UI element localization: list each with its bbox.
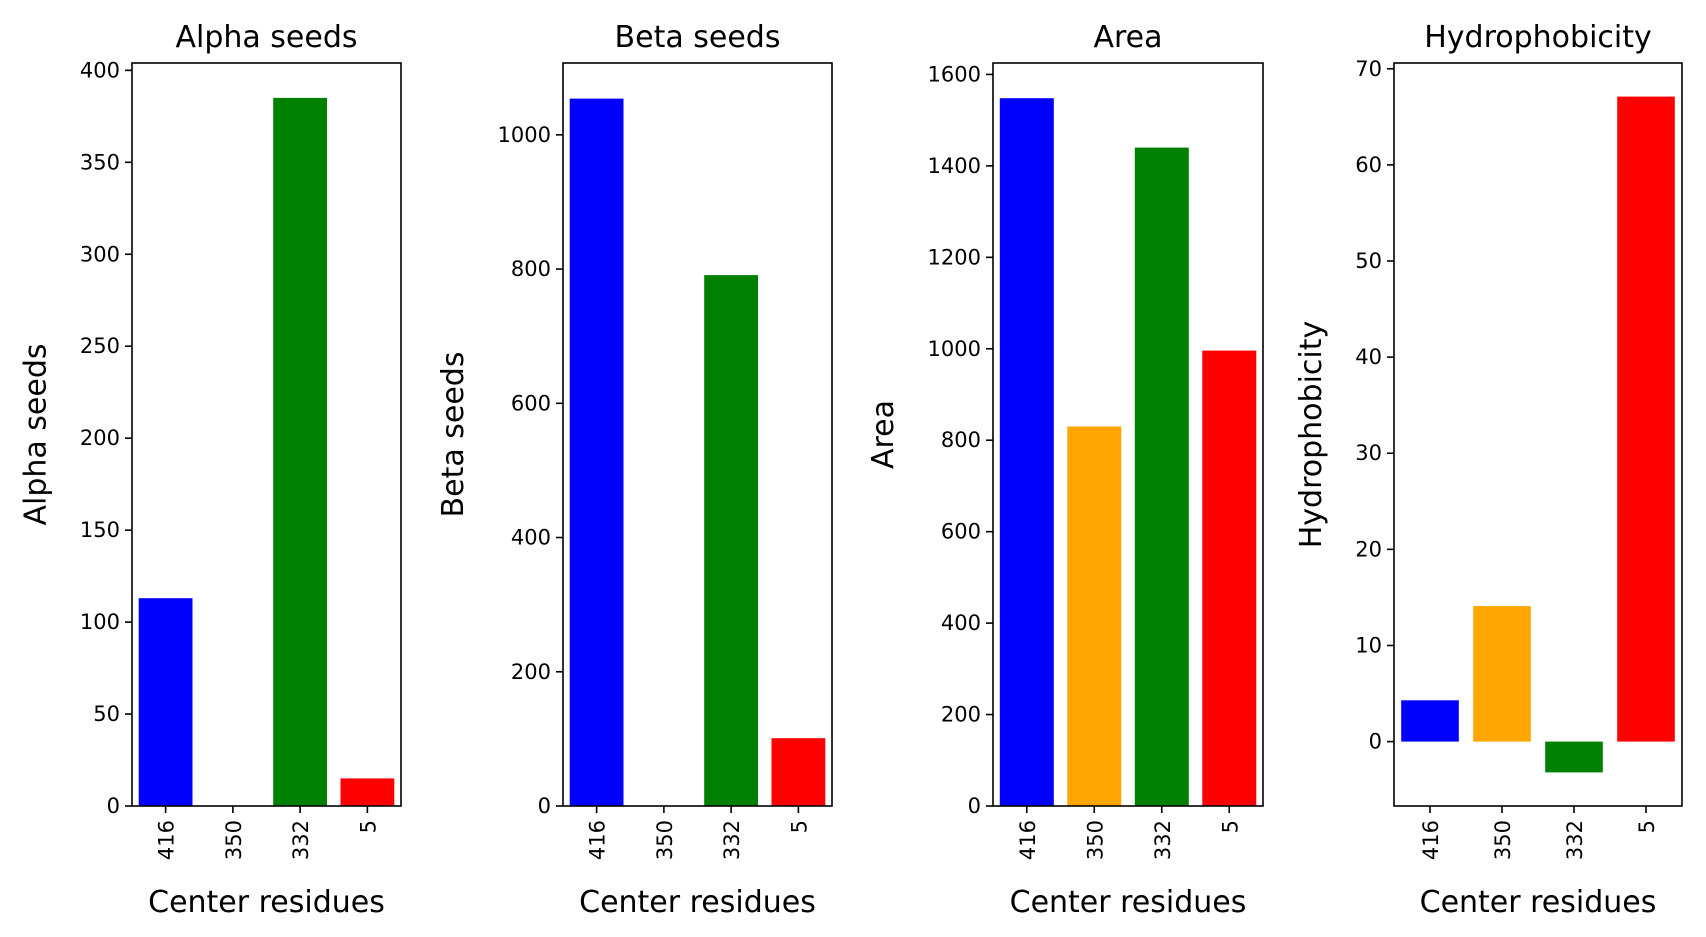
- x-tick-label: 350: [1491, 820, 1515, 860]
- y-tick-label: 600: [511, 391, 551, 415]
- x-tick-label: 416: [586, 820, 610, 860]
- x-axis-label: Center residues: [1420, 885, 1657, 920]
- x-tick-label: 5: [356, 820, 380, 833]
- y-tick-label: 1400: [928, 154, 981, 178]
- y-tick-label: 1000: [498, 123, 551, 147]
- x-tick-label: 416: [1016, 820, 1040, 860]
- plot-frame: [1393, 62, 1683, 807]
- x-tick-label: 350: [653, 820, 677, 860]
- bar-5: [340, 778, 395, 806]
- x-tick-label: 332: [720, 820, 744, 860]
- y-tick-label: 200: [941, 703, 981, 727]
- y-tick-label: 800: [511, 257, 551, 281]
- y-tick-label: 40: [1355, 345, 1382, 369]
- bar-416: [138, 598, 193, 806]
- x-tick-label: 332: [289, 820, 313, 860]
- y-axis-label: Alpha seeds: [19, 343, 54, 525]
- panel-alpha-seeds: 0 50 100 150 200 250 300 350 400 416 350 332 5 Alpha …: [19, 20, 402, 920]
- panel-area: 0 200 400 600 800 1000 1200 1400 1600 416 350 332 5 A…: [866, 20, 1264, 920]
- bar-332: [273, 97, 327, 806]
- y-tick-label: 50: [1355, 249, 1382, 273]
- y-tick-label: 400: [80, 58, 120, 82]
- panel-hydrophobicity: 0 10 20 30 40 50 60 70 416 350 332 5 Hydrophobicity C…: [1294, 20, 1683, 920]
- y-tick-label: 200: [511, 660, 551, 684]
- y-tick-label: 10: [1355, 633, 1382, 657]
- bar-332: [704, 275, 758, 807]
- y-tick-label: 250: [80, 334, 120, 358]
- plot-frame: [131, 62, 402, 807]
- y-tick-label: 400: [941, 611, 981, 635]
- panel-title: Area: [1093, 20, 1162, 55]
- x-tick-label: 332: [1151, 820, 1175, 860]
- bar-416: [999, 98, 1054, 806]
- y-tick-label: 30: [1355, 441, 1382, 465]
- bar-416: [569, 98, 624, 807]
- x-tick-label: 5: [787, 820, 811, 833]
- y-tick-label: 20: [1355, 537, 1382, 561]
- y-tick-label: 1000: [928, 337, 981, 361]
- bar-350: [1067, 426, 1122, 806]
- x-axis-label: Center residues: [579, 885, 816, 920]
- y-tick-label: 70: [1355, 57, 1382, 81]
- bar-416: [1401, 700, 1459, 742]
- y-tick-label: 0: [107, 794, 120, 818]
- x-axis-label: Center residues: [1010, 885, 1247, 920]
- bar-5: [1202, 350, 1257, 806]
- panel-beta-seeds: 0 200 400 600 800 1000 416 350 332 5 Beta seeds Cen…: [436, 20, 833, 920]
- y-tick-label: 800: [941, 428, 981, 452]
- y-tick-label: 100: [80, 610, 120, 634]
- bar-350: [1473, 606, 1531, 742]
- bar-5: [1617, 96, 1675, 742]
- y-tick-label: 350: [80, 150, 120, 174]
- x-tick-label: 350: [222, 820, 246, 860]
- x-tick-label: 350: [1083, 820, 1107, 860]
- y-tick-label: 300: [80, 242, 120, 266]
- bar-332: [1134, 147, 1189, 807]
- y-tick-label: 60: [1355, 153, 1382, 177]
- y-tick-label: 50: [93, 702, 120, 726]
- y-tick-label: 0: [968, 794, 981, 818]
- x-tick-label: 332: [1563, 820, 1587, 860]
- y-axis-label: Beta seeds: [436, 352, 471, 518]
- x-tick-label: 5: [1635, 820, 1659, 833]
- x-tick-label: 416: [1419, 820, 1443, 860]
- y-tick-label: 200: [80, 426, 120, 450]
- y-tick-label: 400: [511, 526, 551, 550]
- panel-title: Beta seeds: [615, 20, 781, 55]
- y-tick-label: 0: [538, 794, 551, 818]
- x-tick-label: 5: [1218, 820, 1242, 833]
- y-axis-label: Area: [866, 400, 901, 469]
- y-tick-label: 1600: [928, 62, 981, 86]
- bar-5: [771, 738, 826, 806]
- x-axis-label: Center residues: [148, 885, 385, 920]
- y-tick-label: 150: [80, 518, 120, 542]
- bar-332: [1545, 741, 1603, 773]
- plot-frame: [992, 62, 1264, 807]
- y-tick-label: 1200: [928, 245, 981, 269]
- plot-frame: [562, 62, 833, 807]
- y-axis-label: Hydrophobicity: [1294, 321, 1329, 549]
- y-tick-label: 0: [1369, 730, 1382, 754]
- x-tick-label: 416: [155, 820, 179, 860]
- panel-title: Hydrophobicity: [1424, 20, 1652, 55]
- panel-title: Alpha seeds: [175, 20, 357, 55]
- y-tick-label: 600: [941, 520, 981, 544]
